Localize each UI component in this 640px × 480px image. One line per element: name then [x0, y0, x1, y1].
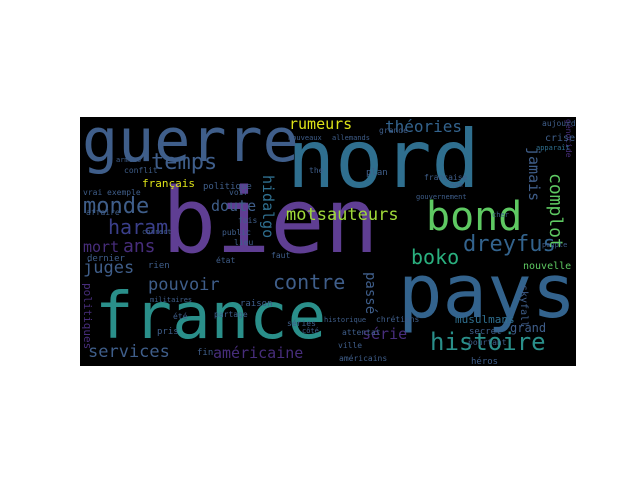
word-grande: grande [379, 126, 408, 135]
word-pouvoir: pouvoir [148, 275, 220, 295]
word-lieu: lieu [234, 238, 254, 247]
word-americaine: américaine [213, 344, 304, 362]
word-peuple: peuple [542, 241, 568, 249]
word-musulmans: musulmans [455, 313, 515, 326]
word-grand: grand [510, 321, 547, 335]
word-aujourd: aujourd [542, 119, 576, 128]
word-genocide: génocide [564, 119, 573, 158]
word-nouveaux: nouveaux [288, 134, 322, 142]
word-correct: correct [142, 228, 172, 236]
word-pourtant: pourtant [468, 338, 507, 347]
word-partage: partage [214, 310, 248, 319]
word-serie: série [362, 325, 408, 343]
word-dreyfus: dreyfus [463, 232, 556, 257]
word-ville: ville [338, 341, 363, 350]
word-vrai: vrai [83, 188, 103, 197]
word-histoire: histoire [430, 328, 546, 356]
word-dernier: dernier [87, 254, 125, 264]
word-the: the [309, 166, 324, 175]
word-fin: fin [197, 348, 214, 358]
word-mort: mort [83, 238, 120, 256]
word-monde: monde [83, 194, 150, 219]
word-apparait: apparaît [536, 144, 570, 152]
word-pris: pris [157, 327, 179, 337]
word-skyfall: skyfall [518, 285, 529, 328]
word-exemple: exemple [107, 188, 141, 197]
word-etat: état [216, 256, 236, 265]
word-raison: raison [240, 299, 273, 309]
word-juges: juges [83, 258, 135, 278]
word-hidalgo: hidalgo [259, 175, 277, 239]
word-cloud: bien nord guerre france pays bond histoi… [80, 117, 576, 366]
word-complot: complot [545, 173, 566, 249]
word-rien: rien [148, 261, 170, 271]
word-historique: historique [324, 316, 367, 324]
word-attentat: attentat [342, 328, 381, 337]
word-chretiens: chrétiens [376, 315, 420, 324]
word-fois: fois [238, 216, 258, 225]
word-contre: contre [273, 270, 346, 294]
word-nouvelle: nouvelle [523, 261, 572, 272]
word-passe: passé [362, 272, 378, 315]
word-bien: bien [162, 169, 379, 274]
word-france: france [95, 280, 327, 354]
word-gouvernement: gouvernement [416, 193, 467, 201]
word-secret: secret [469, 327, 502, 337]
word-cote: côté [302, 327, 319, 335]
word-haram: haram [108, 215, 169, 239]
word-americains: américains [339, 354, 388, 363]
word-nom: nom [450, 181, 463, 189]
word-ete: été [173, 312, 188, 321]
word-crise: crise [545, 133, 576, 144]
word-affaire: affaire [86, 208, 120, 217]
word-allemands: allemands [332, 134, 370, 142]
word-guerre: guerre [82, 117, 299, 176]
word-pays: pays [398, 249, 576, 335]
word-theories: théories [385, 117, 463, 136]
word-cher: cher [492, 211, 509, 219]
word-politiques: politiques [81, 283, 94, 350]
word-rumeurs: rumeurs [289, 117, 353, 133]
word-temps: temps [151, 150, 218, 175]
word-bond: bond [426, 194, 523, 240]
word-francaise: française [424, 173, 468, 182]
word-conflit: conflit [124, 166, 158, 175]
word-boko: boko [411, 245, 460, 269]
word-militaires: militaires [150, 296, 193, 304]
word-heros: héros [471, 357, 499, 367]
word-public: public [222, 228, 251, 237]
word-armees: armées [116, 156, 142, 164]
word-motsauteurs: motsauteurs [286, 205, 399, 225]
word-jamais: jamais [525, 147, 543, 202]
word-series: séries [287, 319, 316, 328]
word-voir: voir [229, 188, 249, 197]
word-nord: nord [287, 117, 480, 206]
word-doute: doute [211, 197, 257, 215]
word-francais: français [142, 177, 195, 190]
word-plan: plan [366, 168, 388, 178]
word-ans: ans [123, 236, 156, 257]
word-services: services [88, 342, 170, 362]
word-politique: politique [203, 182, 252, 192]
word-faut: faut [271, 251, 291, 260]
